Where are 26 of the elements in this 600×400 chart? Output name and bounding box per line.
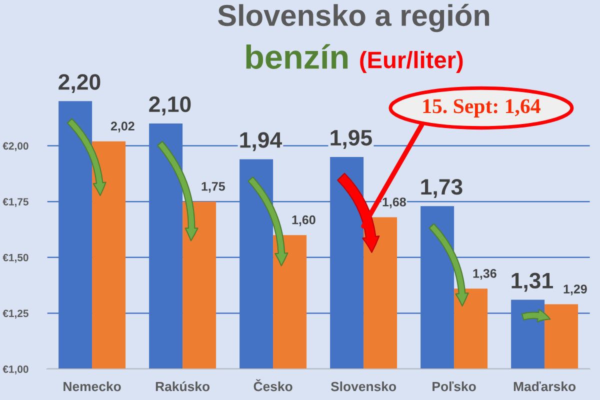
data-label: 2,10 — [149, 96, 191, 116]
data-label: 1,94 — [240, 132, 282, 152]
x-tick-label: Maďarsko — [514, 381, 576, 392]
y-tick-label: €1,25 — [2, 310, 28, 319]
data-label: 1,95 — [330, 130, 372, 149]
data-label: 2,02 — [110, 122, 134, 132]
x-tick-label: Rakúsko — [156, 381, 210, 392]
chart-subtitle: benzín (Eur/liter) — [246, 44, 463, 74]
data-label: 1,68 — [382, 198, 406, 208]
data-label: 2,20 — [58, 74, 100, 94]
y-tick-label: €1,50 — [2, 254, 28, 263]
y-tick-label: €1,75 — [2, 198, 28, 207]
data-label: 1,60 — [292, 215, 316, 226]
data-label: 1,75 — [202, 182, 225, 193]
x-tick-label: Slovensko — [330, 382, 396, 392]
chart-title: Slovensko a región — [218, 4, 490, 32]
data-label: 1,73 — [421, 178, 462, 198]
data-label: 1,31 — [512, 272, 553, 292]
data-label: 1,29 — [564, 284, 587, 296]
x-tick-label: Poľsko — [432, 381, 476, 392]
x-tick-label: Česko — [254, 379, 292, 392]
data-label: 1,36 — [473, 268, 496, 280]
y-tick-label: €1,00 — [2, 366, 28, 374]
y-tick-label: €2,00 — [2, 142, 28, 152]
annotation: 15. Sept: 1,64 — [423, 99, 540, 118]
x-tick-label: Nemecko — [64, 382, 121, 392]
